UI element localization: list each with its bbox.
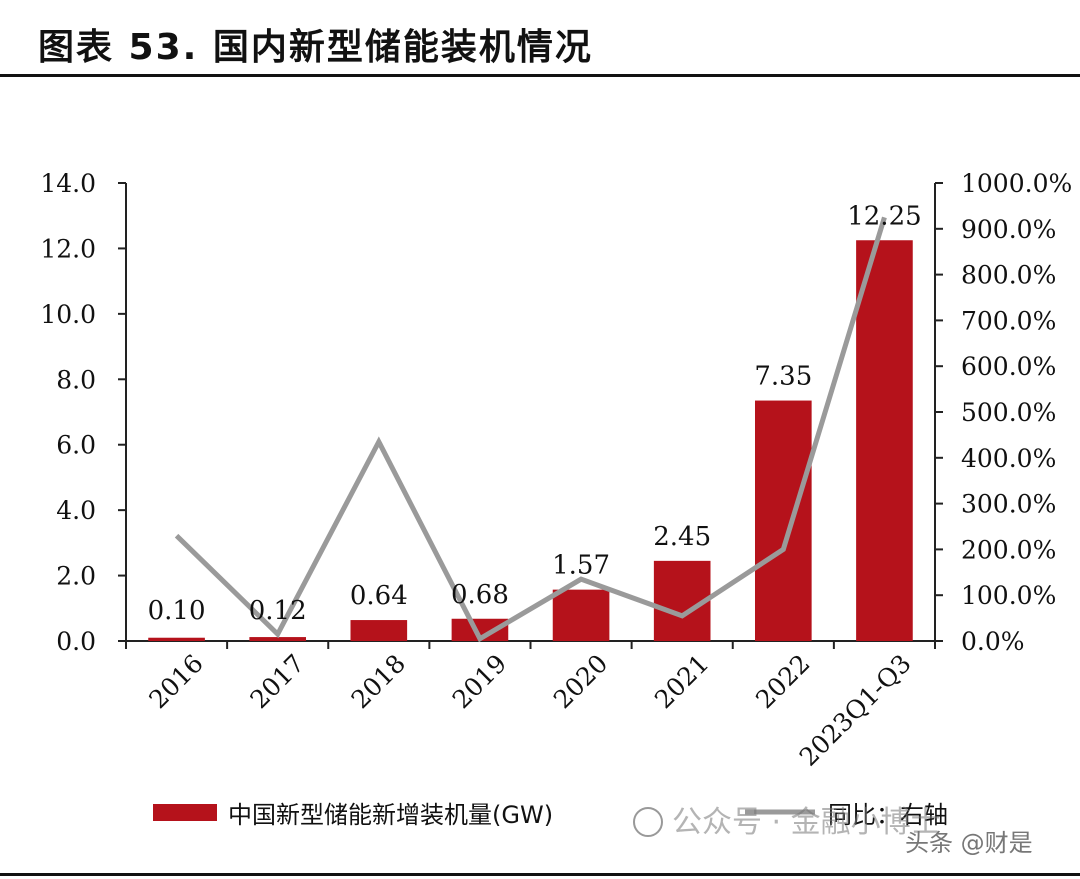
y-left-tick-label: 2.0 [56,562,96,591]
x-tick-label: 2017 [244,649,309,714]
data-label: 12.25 [847,201,921,231]
y-left-tick-label: 12.0 [40,234,96,263]
y-right-tick-label: 1000.0% [961,169,1072,198]
y-left-tick-label: 0.0 [56,627,96,656]
y-right-tick-label: 400.0% [961,444,1056,473]
watermarks: 公众号 · 金融小博士 头条 @财是 [633,805,1033,857]
y-right-tick-label: 200.0% [961,535,1056,564]
y-right-tick-label: 800.0% [961,261,1056,290]
title-rule [0,74,1080,77]
bar [856,240,913,641]
x-tick-label: 2021 [649,649,714,714]
bar-series [148,240,913,641]
data-label: 7.35 [754,362,812,392]
watermark-toutiao: 头条 @财是 [905,829,1033,857]
y-right-tick-label: 700.0% [961,306,1056,335]
data-label: 0.68 [451,580,509,610]
x-tick-label: 2018 [346,649,411,714]
y-left-tick-label: 14.0 [40,169,96,198]
y-right-tick-label: 900.0% [961,215,1056,244]
data-label: 2.45 [653,522,711,552]
bar [249,637,307,641]
data-label: 1.57 [552,551,610,581]
data-label: 0.64 [350,581,408,611]
bottom-rule [0,873,1080,876]
y-right-tick-label: 0.0% [961,627,1025,656]
bar [350,620,408,641]
y-right-tick-label: 100.0% [961,581,1056,610]
y-right-tick-label: 300.0% [961,490,1056,519]
bar [754,400,812,641]
legend: 中国新型储能新增装机量(GW) 同比：右轴 [153,801,948,829]
y-right-tick-label: 600.0% [961,352,1056,381]
bar [552,589,610,641]
x-tick-label: 2016 [143,649,208,714]
bar [148,637,205,641]
x-tick-label: 2019 [447,649,512,714]
y-right-tick-label: 500.0% [961,398,1056,427]
legend-line-label: 同比：右轴 [828,801,948,829]
axes: 0.0 2.0 4.0 6.0 8.0 10.0 12.0 14.0 0.0% 100.0% 200… [40,169,1072,656]
data-labels: 0.10 0.12 0.64 0.68 1.57 2.45 7.35 12.25 [148,201,922,626]
x-tick-label: 2020 [548,649,613,714]
legend-bar-swatch [153,804,217,821]
x-tick-label: 2022 [750,649,815,714]
watermark-wechat: 公众号 · 金融小博士 [672,805,941,840]
data-label: 0.12 [249,596,307,626]
y-left-tick-label: 10.0 [40,300,96,329]
yoy-line [174,216,887,643]
line-series [174,216,887,643]
wechat-icon [633,807,663,837]
y-left-tick-label: 6.0 [56,431,96,460]
legend-bar-label: 中国新型储能新增装机量(GW) [228,801,553,829]
chart-title: 图表 53. 国内新型储能装机情况 [38,27,593,68]
data-label: 0.10 [148,596,206,626]
bar [451,618,509,641]
y-left-tick-label: 4.0 [56,496,96,525]
y-left-tick-label: 8.0 [56,365,96,394]
